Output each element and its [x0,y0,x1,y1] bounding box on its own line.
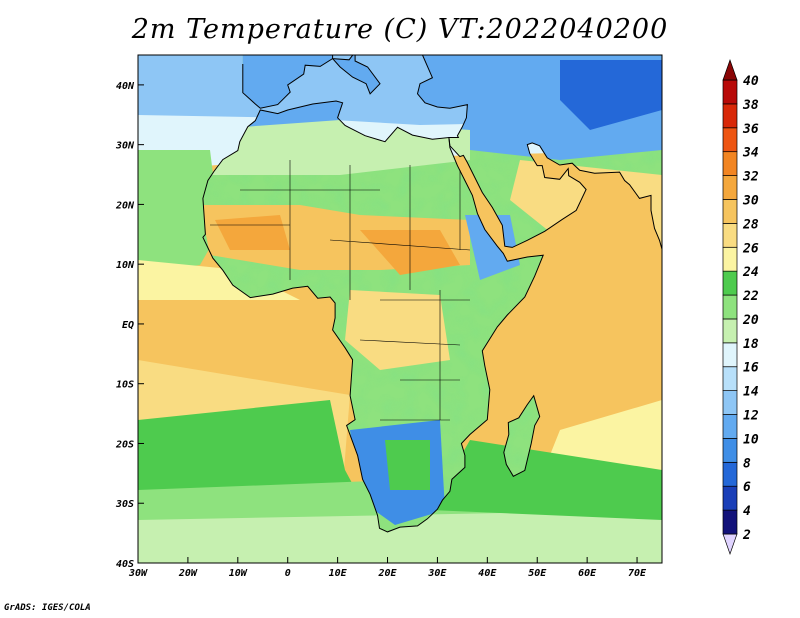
y-tick-label: 20S [115,439,134,450]
land-kalahari-green [385,440,430,490]
colorbar-swatch [722,223,738,248]
x-tick-label: 40E [478,568,497,579]
y-tick-label: 10N [116,260,135,271]
colorbar-swatch [722,246,738,272]
colorbar-level-label: 20 [742,313,759,328]
x-tick-label: 10W [229,568,248,579]
country-borders [210,160,471,421]
colorbar-level-label: 8 [743,456,751,471]
colorbar-level-label: 40 [743,74,759,89]
colorbar-level-label: 12 [743,409,759,424]
y-tick-label: 20N [115,200,135,211]
y-tick-label: 30N [115,141,135,152]
colorbar-level-label: 6 [743,480,751,495]
colorbar-level-label: 18 [743,337,759,352]
colorbar-swatch [722,390,738,415]
colorbar-level-label: 24 [742,265,759,280]
ocean-sw-indian-green [430,440,662,520]
colorbar-arrow-high [722,58,738,81]
colorbar-swatch [722,103,738,129]
land-ethiopia-cool [465,215,520,280]
ocean-atlantic-green [138,150,220,275]
colorbar-level-label: 34 [742,146,759,161]
colorbar-level-label: 38 [742,98,759,113]
colorbar-swatch [722,461,738,487]
colorbar-swatch [722,175,738,200]
colorbar-swatch [722,294,738,320]
x-tick-label: 30E [427,568,447,579]
colorbar-level-label: 14 [743,385,759,400]
colorbar-level-label: 32 [742,170,759,185]
y-tick-label: EQ [122,320,134,331]
x-tick-label: 20W [178,568,198,579]
colorbar-swatch [722,438,738,463]
colorbar-swatch [722,366,738,391]
colorbar-swatch [722,151,738,176]
land-iran-cool [560,60,662,130]
plot-area [138,55,662,563]
colorbar-level-label: 26 [742,241,759,256]
colorbar-swatch [722,485,738,511]
colorbar-level-label: 16 [743,361,759,376]
colorbar-swatch [722,509,738,535]
colorbar-level-label: 30 [742,193,759,208]
y-tick-label: 40N [116,81,135,92]
colorbar-swatch [722,342,738,368]
land-sahel-hot [215,215,290,250]
land-north-mild [202,120,470,175]
colorbar-swatch [722,318,738,344]
x-tick-label: 0 [285,568,291,579]
x-tick-label: 60E [578,568,597,579]
colorbar-swatch [722,414,738,439]
y-axis: 40N 30N 20N 10N EQ 10S 20S 30S 40S [115,81,144,570]
colorbar-swatch [722,270,738,296]
x-tick-label: 10E [329,568,348,579]
grads-credit: GrADS: IGES/COLA [4,603,91,613]
x-tick-label: 30W [128,568,148,579]
colorbar-swatch [722,199,738,224]
x-axis: 30W 20W 10W 0 10E 20E 30E 40E 50E 60E 70E [128,557,647,579]
eurasia-coastline [242,55,662,250]
map-title: 2m Temperature (C) VT:2022040200 [131,14,669,45]
x-tick-label: 20E [377,568,397,579]
colorbar-level-label: 10 [743,432,759,447]
africa-coastline [202,100,544,533]
colorbar-level-label: 28 [742,217,759,232]
colorbar-level-label: 22 [742,289,759,304]
plot-frame [137,54,663,564]
colorbar-swatch [722,79,738,105]
land-congo-yellow [345,290,450,370]
x-tick-label: 50E [528,568,547,579]
madagascar-coastline [503,394,541,477]
colorbar-arrow-low [722,533,738,556]
y-tick-label: 10S [116,380,134,391]
colorbar-level-label: 4 [743,504,751,519]
colorbar-level-label: 2 [742,528,751,543]
x-tick-label: 70E [628,568,647,579]
y-tick-label: 40S [116,559,134,570]
y-tick-label: 30S [115,499,134,510]
colorbar-swatch [722,127,738,153]
colorbar-level-label: 36 [742,122,759,137]
ocean-far-south [138,510,662,563]
